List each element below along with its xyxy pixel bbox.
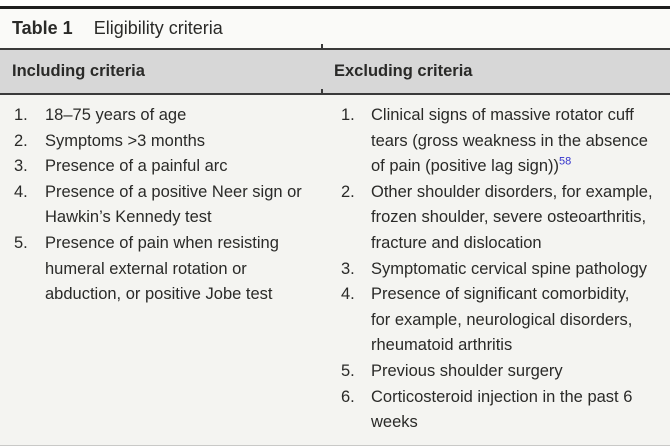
column-rule-tick-top xyxy=(321,44,323,48)
criterion-item: 1. Clinical signs of massive rotator cuff… xyxy=(341,103,670,180)
item-text: Symptoms >3 months xyxy=(45,129,205,155)
item-text-line: humeral external rotation or xyxy=(45,259,247,278)
item-text-line: Presence of significant comorbidity, xyxy=(371,285,630,304)
item-number: 4. xyxy=(341,285,355,304)
item-number: 5. xyxy=(341,361,355,380)
reference-citation-link[interactable]: 58 xyxy=(559,155,572,168)
item-text-line: rheumatoid arthritis xyxy=(371,336,513,355)
item-text: Presence of significant comorbidity, for … xyxy=(371,282,632,359)
item-text-line: Presence of pain when resisting xyxy=(45,233,279,252)
item-text-line: for example, neurological disorders, xyxy=(371,310,633,329)
criterion-item: 2. Symptoms >3 months xyxy=(14,129,323,155)
item-text-line: Clinical signs of massive rotator cuff xyxy=(371,106,634,124)
excluding-criteria-list: 1. Clinical signs of massive rotator cuff… xyxy=(323,103,670,436)
item-text: Clinical signs of massive rotator cuff te… xyxy=(371,103,648,180)
item-number: 1. xyxy=(341,106,355,124)
item-number: 2. xyxy=(14,131,28,150)
item-text-line: Other shoulder disorders, for example, xyxy=(371,182,653,201)
item-text-line: tears (gross weakness in the absence xyxy=(371,131,648,150)
item-text-line: frozen shoulder, severe osteoarthritis, xyxy=(371,208,647,227)
item-text: Previous shoulder surgery xyxy=(371,359,563,385)
item-text: Presence of pain when resisting humeral e… xyxy=(45,231,279,308)
table-number-label: Table 1 xyxy=(12,18,73,38)
table-title-text: Eligibility criteria xyxy=(93,18,223,38)
item-text-line: Symptomatic cervical spine pathology xyxy=(371,259,648,278)
item-text-line: weeks xyxy=(371,413,418,432)
item-text-line: 18–75 years of age xyxy=(45,106,187,124)
item-text-line: Corticosteroid injection in the past 6 xyxy=(371,387,633,406)
item-text-line: Presence of a painful arc xyxy=(45,157,228,176)
item-text-line: Previous shoulder surgery xyxy=(371,361,563,380)
item-number: 3. xyxy=(341,259,355,278)
item-text-line: Hawkin’s Kennedy test xyxy=(45,208,212,227)
table-1-card: Table 1 Eligibility criteria Including c… xyxy=(0,6,670,446)
item-text: Corticosteroid injection in the past 6 we… xyxy=(371,385,632,436)
criterion-item: 5. Presence of pain when resisting humeral… xyxy=(14,231,323,308)
table-caption: Table 1 Eligibility criteria xyxy=(0,9,670,48)
including-criteria-column: 1. 18–75 years of age 2. Symptoms >3 months… xyxy=(0,103,323,436)
table-body: 1. 18–75 years of age 2. Symptoms >3 months… xyxy=(0,95,670,445)
including-criteria-list: 1. 18–75 years of age 2. Symptoms >3 months… xyxy=(0,103,323,308)
item-text-line: Presence of a positive Neer sign or xyxy=(45,182,302,201)
table-header-row: Including criteria Excluding criteria xyxy=(0,44,670,95)
item-text-line: Symptoms >3 months xyxy=(45,131,206,150)
excluding-criteria-column: 1. Clinical signs of massive rotator cuff… xyxy=(323,103,670,436)
item-text-line: fracture and dislocation xyxy=(371,233,542,252)
item-text: Presence of a positive Neer sign or Hawki… xyxy=(45,180,302,231)
item-text: Other shoulder disorders, for example, fr… xyxy=(371,180,653,257)
criterion-item: 6. Corticosteroid injection in the past 6… xyxy=(341,385,670,436)
criterion-item: 4. Presence of significant comorbidity, fo… xyxy=(341,282,670,359)
criterion-item: 4. Presence of a positive Neer sign or Haw… xyxy=(14,180,323,231)
criterion-item: 2. Other shoulder disorders, for example,… xyxy=(341,180,670,257)
item-number: 5. xyxy=(14,233,28,252)
item-number: 1. xyxy=(14,106,28,124)
item-text-line: of pain (positive lag sign))58 xyxy=(371,155,572,176)
item-text: Presence of a painful arc xyxy=(45,154,228,180)
item-text: Symptomatic cervical spine pathology xyxy=(371,257,647,283)
item-number: 6. xyxy=(341,387,355,406)
column-header-excluding: Excluding criteria xyxy=(334,62,473,80)
criterion-item: 3. Presence of a painful arc xyxy=(14,154,323,180)
column-rule-tick-bottom xyxy=(321,89,323,93)
criterion-item: 3. Symptomatic cervical spine pathology xyxy=(341,257,670,283)
column-header-including: Including criteria xyxy=(12,62,145,80)
item-text-line: abduction, or positive Jobe test xyxy=(45,285,273,304)
criterion-item: 1. 18–75 years of age xyxy=(14,103,323,129)
item-number: 3. xyxy=(14,157,28,176)
item-number: 4. xyxy=(14,182,28,201)
criterion-item: 5. Previous shoulder surgery xyxy=(341,359,670,385)
item-text: 18–75 years of age xyxy=(45,103,186,129)
item-number: 2. xyxy=(341,182,355,201)
